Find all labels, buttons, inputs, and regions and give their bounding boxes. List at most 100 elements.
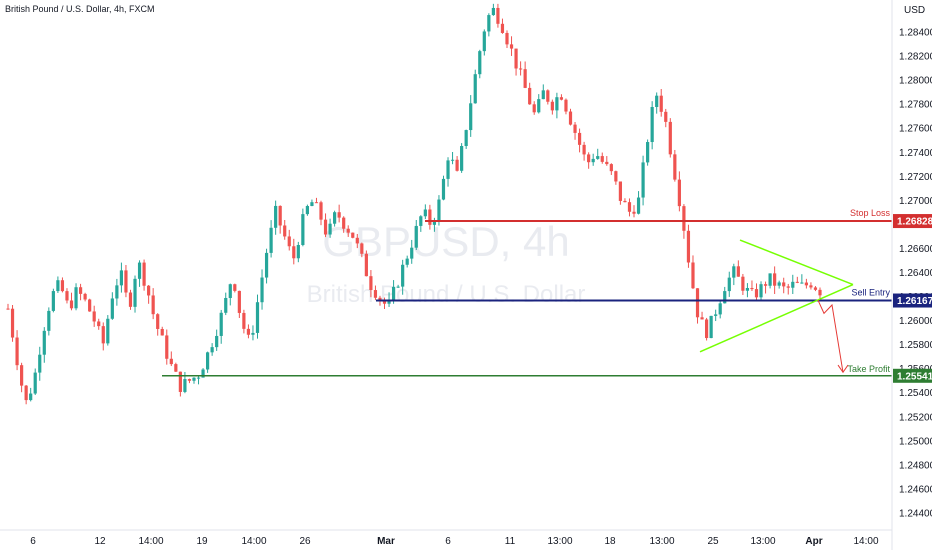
- candle-body-84: [387, 300, 391, 304]
- candle-body-146: [668, 121, 672, 155]
- candle-body-107: [491, 7, 495, 16]
- candle-body-98: [450, 159, 455, 161]
- time-axis[interactable]: 6 12 14:00 19 14:00 26 Mar 6 11 13:00 18 13:00 25 13:…: [30, 536, 879, 547]
- time-tick-11: 13:00: [649, 536, 674, 547]
- candle-72: [333, 210, 337, 227]
- candle-body-154: [704, 319, 709, 339]
- candle-body-167: [763, 284, 768, 286]
- candle-34: [160, 326, 164, 336]
- candle-105: [482, 29, 486, 56]
- price-tick-9: 1.26600: [899, 244, 932, 255]
- candle-68: [314, 197, 319, 204]
- candle-134: [614, 170, 618, 185]
- candle-body-164: [750, 287, 754, 290]
- candle-97: [446, 157, 450, 187]
- candle-body-37: [174, 364, 178, 372]
- candle-135: [618, 181, 623, 205]
- candle-132: [605, 156, 609, 166]
- candle-47: [219, 309, 223, 344]
- candle-body-45: [210, 347, 214, 353]
- candle-body-106: [487, 15, 491, 32]
- candle-91: [419, 215, 423, 232]
- candle-body-149: [682, 206, 686, 231]
- candle-body-156: [714, 314, 718, 316]
- time-tick-4: 14:00: [241, 536, 266, 547]
- candle-body-50: [233, 284, 237, 291]
- candle-body-0: [6, 308, 10, 310]
- price-tick-17: 1.25000: [899, 436, 932, 447]
- time-tick-0: 6: [30, 536, 36, 547]
- candle-body-12: [60, 280, 65, 292]
- candle-body-85: [391, 286, 396, 301]
- candle-body-72: [333, 212, 337, 224]
- candle-body-65: [301, 214, 305, 245]
- candle-body-23: [110, 298, 114, 319]
- candle-body-152: [695, 288, 700, 318]
- candle-body-18: [88, 299, 92, 312]
- candle-117: [537, 94, 541, 114]
- candle-body-70: [323, 219, 328, 235]
- candle-body-176: [804, 282, 808, 286]
- candle-body-32: [151, 295, 155, 315]
- candle-87: [401, 259, 405, 295]
- candle-body-83: [382, 299, 387, 304]
- candle-48: [224, 292, 228, 316]
- candle-body-97: [446, 160, 450, 179]
- candle-body-79: [364, 253, 368, 277]
- candle-110: [505, 30, 509, 49]
- candle-10: [51, 288, 55, 313]
- candle-body-147: [673, 154, 677, 180]
- candle-body-46: [215, 335, 219, 348]
- candle-body-69: [319, 202, 323, 220]
- candle-112: [514, 48, 518, 76]
- candle-178: [813, 286, 818, 292]
- candle-body-73: [337, 212, 341, 218]
- candle-body-91: [419, 216, 423, 226]
- candles-layer: [6, 3, 822, 405]
- candle-88: [405, 255, 409, 268]
- candle-142: [650, 101, 654, 150]
- candle-body-38: [178, 371, 182, 392]
- candle-body-29: [137, 262, 142, 279]
- candle-114: [523, 61, 527, 89]
- candle-body-171: [782, 282, 786, 287]
- candle-body-103: [473, 74, 477, 104]
- candle-body-76: [351, 232, 355, 238]
- candle-body-124: [568, 111, 573, 125]
- candle-body-56: [260, 277, 264, 303]
- price-tick-7: 1.27000: [899, 196, 932, 207]
- candle-111: [509, 36, 514, 56]
- price-axis[interactable]: 1.28400 1.28200 1.28000 1.27800 1.27600 1.274…: [899, 28, 932, 520]
- candle-21: [101, 322, 105, 351]
- candle-67: [310, 199, 314, 207]
- candle-body-36: [169, 358, 173, 365]
- candle-44: [205, 351, 210, 373]
- level-tag-bg-2: [893, 368, 932, 383]
- candle-body-114: [523, 69, 527, 88]
- candle-body-11: [56, 280, 60, 292]
- candle-body-128: [587, 154, 591, 163]
- candle-175: [800, 274, 804, 284]
- candle-75: [346, 225, 350, 237]
- candle-29: [137, 260, 142, 287]
- candle-body-144: [659, 95, 663, 112]
- level-tag-text-1: 1.26167: [897, 296, 932, 307]
- candle-body-137: [627, 202, 632, 212]
- candle-99: [455, 156, 459, 172]
- candle-129: [591, 153, 595, 166]
- candle-157: [718, 301, 722, 319]
- candle-172: [786, 283, 790, 295]
- candle-101: [464, 129, 468, 149]
- candle-156: [714, 309, 718, 322]
- candle-32: [151, 288, 155, 320]
- time-tick-1: 12: [94, 536, 106, 547]
- candle-body-48: [224, 297, 228, 313]
- candle-body-64: [296, 244, 300, 259]
- candle-body-123: [564, 99, 568, 112]
- time-tick-3: 19: [196, 536, 208, 547]
- candle-body-62: [287, 236, 291, 247]
- symbol-header: British Pound / U.S. Dollar, 4h, FXCM: [5, 4, 155, 14]
- candle-100: [460, 143, 464, 173]
